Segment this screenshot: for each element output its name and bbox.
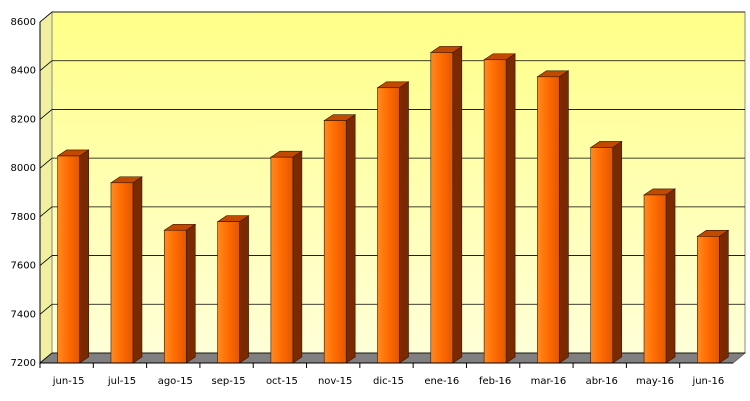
bar bbox=[537, 76, 560, 364]
x-tick-label: feb-16 bbox=[479, 376, 511, 387]
bar-side bbox=[612, 140, 623, 364]
bar bbox=[270, 156, 294, 364]
bar-side bbox=[79, 149, 89, 364]
bar bbox=[57, 155, 80, 364]
y-tick-label: 8000 bbox=[11, 163, 36, 174]
bar-side bbox=[292, 150, 303, 364]
bar bbox=[377, 87, 400, 364]
grid-line-side bbox=[39, 303, 53, 315]
x-tick-label: ene-16 bbox=[424, 376, 459, 387]
grid-line-side bbox=[39, 109, 53, 120]
x-tick-label: abr-16 bbox=[586, 376, 618, 387]
y-tick-label: 7800 bbox=[11, 212, 36, 223]
bar bbox=[483, 59, 507, 364]
bar-side bbox=[559, 70, 569, 364]
bar bbox=[697, 236, 720, 364]
y-tick-label: 7200 bbox=[11, 358, 36, 369]
bar-side bbox=[345, 114, 356, 364]
x-tick-label: jun-15 bbox=[52, 376, 85, 387]
y-tick-label: 7400 bbox=[11, 309, 36, 320]
grid-line-side bbox=[39, 206, 53, 218]
y-tick-label: 7600 bbox=[11, 261, 36, 272]
y-tick-label: 8600 bbox=[11, 17, 36, 28]
grid-line-side bbox=[39, 11, 53, 23]
x-tick-label: oct-15 bbox=[266, 376, 298, 387]
x-tick-label: mar-16 bbox=[531, 376, 567, 387]
grid-line-side bbox=[39, 352, 53, 364]
bar bbox=[323, 120, 347, 364]
x-tick-label: sep-15 bbox=[212, 376, 246, 387]
side-wall bbox=[39, 10, 53, 365]
grid-line-side bbox=[39, 60, 53, 72]
bar bbox=[217, 221, 240, 364]
bar-side bbox=[719, 229, 729, 364]
y-tick-label: 8200 bbox=[11, 114, 36, 125]
bar bbox=[163, 229, 187, 364]
bar-side bbox=[132, 176, 143, 364]
bar-side bbox=[452, 45, 463, 364]
x-tick-label: jun-16 bbox=[691, 376, 724, 387]
bar bbox=[110, 182, 134, 364]
bar bbox=[430, 52, 454, 364]
x-tick-label: may-16 bbox=[636, 376, 674, 387]
grid-line-side bbox=[39, 157, 53, 169]
bar bbox=[643, 194, 667, 364]
x-tick-label: jul-15 bbox=[107, 376, 136, 387]
bar-side bbox=[665, 188, 676, 364]
x-tick-label: ago-15 bbox=[158, 376, 193, 387]
y-tick-label: 8400 bbox=[11, 66, 36, 77]
x-tick-label: nov-15 bbox=[318, 376, 352, 387]
x-tick-label: dic-15 bbox=[373, 376, 404, 387]
bar bbox=[590, 147, 614, 364]
grid-line-side bbox=[39, 255, 53, 266]
bar-side bbox=[505, 53, 516, 364]
bar-side bbox=[239, 215, 249, 364]
bar-side bbox=[185, 223, 196, 364]
bar-side bbox=[399, 81, 409, 364]
